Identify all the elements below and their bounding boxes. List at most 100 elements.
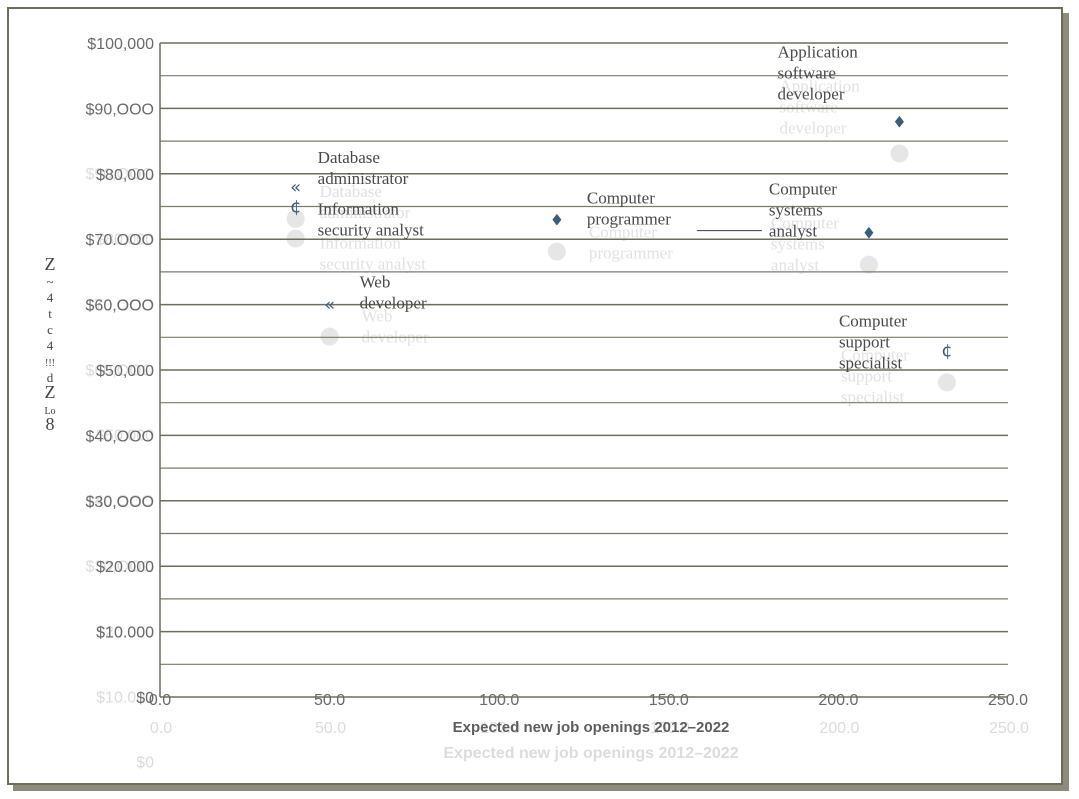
point-label-line: support bbox=[839, 332, 890, 351]
y-tick-ghost: $50,000 bbox=[96, 428, 154, 445]
point-label-line: specialist bbox=[839, 353, 903, 372]
y-tick-ghost: $30,OOO bbox=[86, 559, 154, 576]
point-label-ghost-line: Computer bbox=[589, 223, 657, 242]
data-point-marker: ♦ bbox=[862, 224, 876, 243]
point-label-line: administrator bbox=[318, 169, 409, 188]
y-tick-ghost: $20.000 bbox=[96, 624, 154, 641]
point-label-line: software bbox=[777, 63, 836, 82]
point-label-line: Computer bbox=[839, 311, 907, 330]
point-label-line: developer bbox=[777, 84, 844, 103]
y-tick-ghost: $90,OOO bbox=[86, 166, 154, 183]
point-label-ghost-line: Computer bbox=[841, 345, 909, 364]
y-axis-label-glyph: !!! bbox=[45, 358, 55, 369]
data-points: «¢«♦♦♦¢ bbox=[290, 112, 953, 361]
x-tick-ghost: 150.0 bbox=[650, 720, 690, 737]
y-tick-ghost: $10.000 bbox=[96, 689, 154, 706]
point-label-line: Computer bbox=[769, 180, 837, 199]
y-tick-ghost: $60,OOO bbox=[86, 362, 154, 379]
point-label-ghost-line: security analyst bbox=[320, 255, 426, 274]
point-label-ghost: Application software developer bbox=[779, 76, 860, 137]
y-tick-label: $10.000 bbox=[96, 625, 154, 642]
x-axis-label: Expected new job openings 2012–2022 bbox=[453, 719, 730, 736]
point-label-ghost-line: Database bbox=[320, 182, 382, 201]
y-tick-label: $100,000 bbox=[87, 36, 154, 53]
point-label: Application software developer bbox=[777, 42, 858, 103]
data-point-marker: ♦ bbox=[892, 112, 906, 131]
data-point-marker: « bbox=[324, 295, 335, 316]
point-ghost bbox=[320, 327, 339, 346]
point-label-line: programmer bbox=[587, 210, 671, 229]
y-axis-label-glyph: 8 bbox=[46, 414, 55, 434]
x-tick-ghost: 0.0 bbox=[150, 720, 172, 737]
x-tick-label: 250.0 bbox=[988, 692, 1028, 709]
x-tick-label: 150.0 bbox=[649, 692, 689, 709]
point-label: Computer systems analyst bbox=[769, 180, 837, 241]
x-tick-ghost: 100.0 bbox=[480, 720, 520, 737]
point-ghost bbox=[286, 209, 305, 228]
point-label-ghost-line: analyst bbox=[771, 256, 819, 275]
x-tick-label: 50.0 bbox=[314, 692, 345, 709]
point-label: Computer support specialist bbox=[839, 311, 907, 372]
x-tick-label: 0.0 bbox=[149, 692, 171, 709]
point-label-line: Database bbox=[318, 148, 380, 167]
y-tick-labels: $0$10.000$20.000$30,OOO$40,OOO$50,000$60… bbox=[86, 36, 155, 707]
point-ghost bbox=[859, 255, 878, 274]
point-ghost bbox=[547, 242, 566, 261]
point-label-ghost-line: administrator bbox=[320, 203, 411, 222]
y-axis-label-glyph: ~ bbox=[46, 274, 53, 289]
y-tick-label: $0 bbox=[136, 690, 154, 707]
x-tick-label: 200.0 bbox=[818, 692, 858, 709]
y-axis-label-glyph: t bbox=[48, 306, 52, 321]
x-tick-ghost: 200.0 bbox=[819, 720, 859, 737]
point-label-line: Web bbox=[360, 273, 391, 292]
ghost-layer: $0$10.000$20.000$30,OOO$40,OOO$50,000$60… bbox=[86, 76, 1030, 771]
x-tick-ghost: 50.0 bbox=[315, 720, 346, 737]
point-ghost bbox=[890, 144, 909, 163]
point-label-ghost-line: Application bbox=[779, 76, 860, 95]
point-label-ghost: Computer support specialist bbox=[841, 345, 909, 406]
point-label-line: security analyst bbox=[318, 221, 424, 240]
y-axis-label: Z ~4 t c 4!!! d Z Lo 8 bbox=[44, 254, 55, 434]
point-label-line: developer bbox=[360, 294, 427, 313]
y-axis-label-glyph: c bbox=[47, 322, 53, 337]
point-label-ghost: Computer programmer bbox=[589, 223, 673, 263]
point-label-ghost-line: programmer bbox=[589, 244, 673, 263]
point-label-line: analyst bbox=[769, 222, 817, 241]
x-tick-label: 100.0 bbox=[479, 692, 519, 709]
point-label-ghost-line: Web bbox=[362, 307, 393, 326]
y-axis-label-glyph: d bbox=[47, 370, 54, 385]
y-tick-label: $30,OOO bbox=[86, 494, 154, 511]
y-axis-label-glyph: 4 bbox=[47, 338, 54, 353]
x-tick-labels: 0.0 50.0 100.0 150.0 200.0 250.0 bbox=[149, 692, 1028, 709]
point-ghost bbox=[937, 373, 956, 392]
y-axis-label-text: Z ~4 t c 4!!! d Z Lo 8 bbox=[44, 254, 55, 434]
y-tick-label: $20.000 bbox=[96, 559, 154, 576]
y-tick-label: $80,000 bbox=[96, 167, 154, 184]
point-label-ghost-line: software bbox=[779, 97, 838, 116]
point-label: Web developer bbox=[360, 273, 427, 313]
y-axis-label-glyph: Z bbox=[45, 382, 56, 402]
point-label: Information security analyst bbox=[318, 200, 424, 240]
data-point-marker: ¢ bbox=[941, 340, 952, 361]
y-tick-ghost: $70.OOO bbox=[86, 297, 154, 314]
y-tick-label: $90,OOO bbox=[86, 101, 154, 118]
y-tick-ghost: $40,OOO bbox=[86, 493, 154, 510]
point-label-ghost: Information security analyst bbox=[320, 234, 426, 274]
x-label-ghost: Expected new job openings 2012–2022 bbox=[443, 745, 738, 762]
data-point-marker: « bbox=[290, 177, 301, 198]
point-label-line: systems bbox=[769, 201, 823, 220]
gridlines bbox=[160, 42, 1008, 665]
y-tick-ghost: $80,000 bbox=[96, 232, 154, 249]
y-axis-label-glyph: Z bbox=[45, 254, 56, 274]
point-label-line: Computer bbox=[587, 189, 655, 208]
point-label-ghost-line: Information bbox=[320, 234, 402, 253]
point-label-ghost: Computer systems analyst bbox=[771, 214, 839, 275]
y-tick-label: $50,000 bbox=[96, 363, 154, 380]
y-axis-label-glyph: Lo bbox=[44, 406, 55, 417]
y-tick-ghost: $0 bbox=[136, 755, 154, 772]
data-point-marker: ¢ bbox=[290, 197, 301, 218]
point-label-line: Application bbox=[777, 42, 858, 61]
point-label: Database administrator bbox=[318, 148, 409, 188]
